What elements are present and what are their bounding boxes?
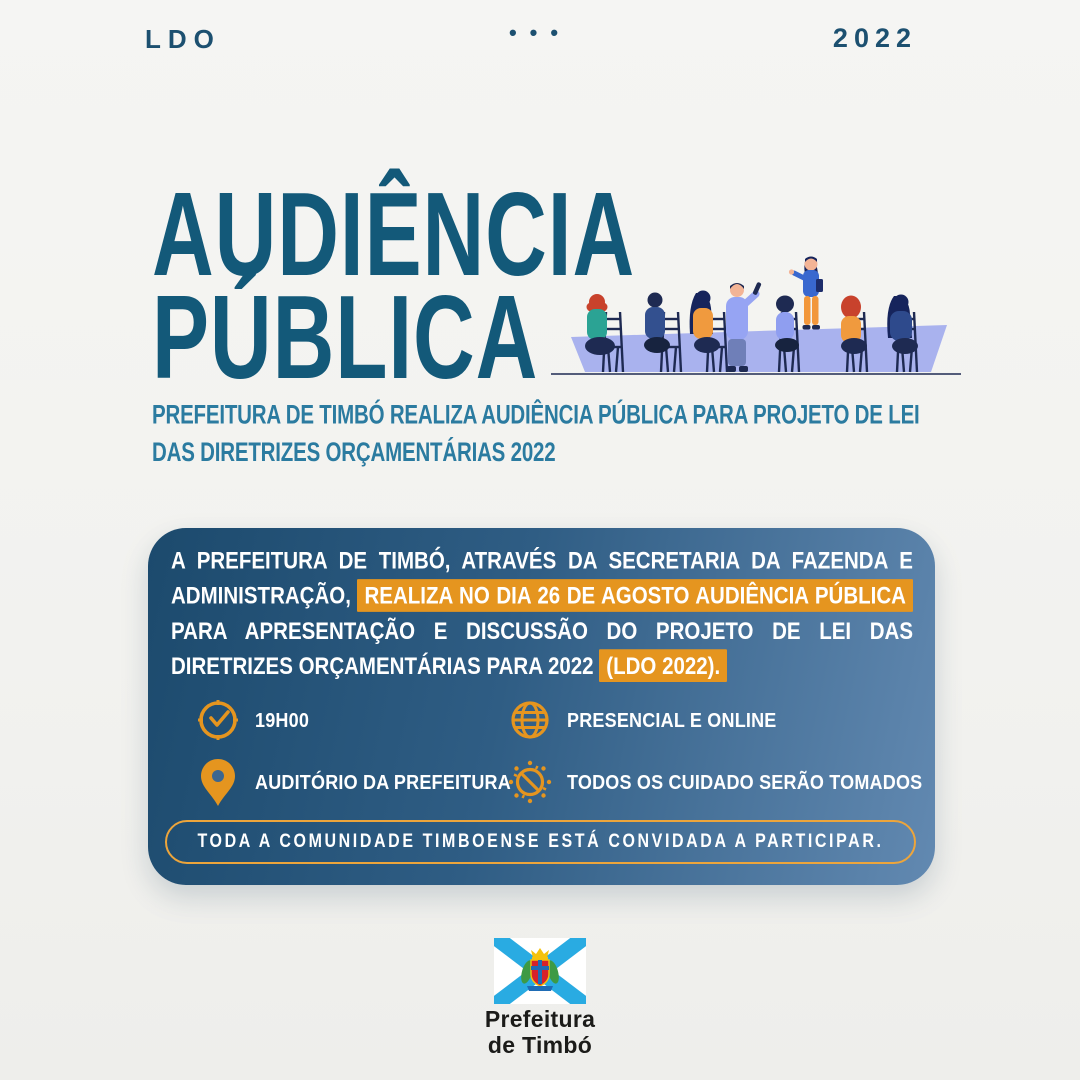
detail-format: PRESENCIAL E ONLINE	[506, 692, 922, 748]
globe-icon	[506, 695, 554, 745]
logo-title-line1: Prefeitura	[484, 1006, 596, 1032]
logo-title-line2: de Timbó	[487, 1032, 593, 1058]
invitation-banner: TODA A COMUNIDADE TIMBOENSE ESTÁ CONVIDA…	[165, 820, 916, 864]
person-bob-hair	[775, 295, 799, 352]
person-red-hair-orange	[841, 295, 867, 354]
person-navy-man	[644, 292, 670, 353]
person-orange-long-hair	[689, 290, 720, 353]
paragraph-segment-1: A PREFEITURA DE TIMBÓ, ATRAVÉS DA SECRET…	[171, 547, 913, 610]
highlight-date-event: REALIZA NO DIA 26 DE AGOSTO AUDIÊNCIA PÚ…	[357, 579, 913, 612]
audience-illustration	[551, 256, 961, 375]
detail-safety-label: TODOS OS CUIDADO SERÃO TOMADOS	[567, 769, 923, 793]
detail-time: 19H00	[194, 692, 506, 748]
header-dots: •••	[508, 20, 572, 45]
detail-place: AUDITÓRIO DA PREFEITURA	[194, 754, 511, 810]
person-presenter	[788, 256, 823, 330]
detail-format-label: PRESENCIAL E ONLINE	[567, 707, 777, 731]
detail-safety: TODOS OS CUIDADO SERÃO TOMADOS	[506, 754, 922, 810]
timbo-flag-logo	[494, 938, 586, 1004]
detail-place-label: AUDITÓRIO DA PREFEITURA	[255, 769, 511, 793]
highlight-ldo-2022: (LDO 2022).	[599, 649, 728, 683]
clock-icon	[194, 695, 242, 745]
page-title-line2: PÚBLICA	[152, 271, 539, 404]
event-details-grid: 19H00 PRESENCIAL E ONLINE	[194, 692, 922, 810]
person-red-hair-teal	[585, 294, 615, 355]
header-year-label: 2022	[832, 23, 917, 53]
no-virus-icon	[506, 757, 554, 807]
info-card: A PREFEITURA DE TIMBÓ, ATRAVÉS DA SECRET…	[148, 528, 935, 885]
coat-of-arms	[521, 948, 559, 991]
detail-time-label: 19H00	[255, 707, 310, 731]
paragraph-segment-2: PARA APRESENTAÇÃO E DISCUSSÃO DO PROJETO…	[171, 617, 913, 680]
page-title-line1: AUDIÊNCIA	[152, 168, 636, 301]
card-paragraph: A PREFEITURA DE TIMBÓ, ATRAVÉS DA SECRET…	[171, 544, 913, 684]
invitation-banner-text: TODA A COMUNIDADE TIMBOENSE ESTÁ CONVIDA…	[197, 831, 884, 852]
person-long-navy-hair	[887, 294, 918, 354]
map-pin-icon	[194, 757, 242, 807]
subtitle: PREFEITURA DE TIMBÓ REALIZA AUDIÊNCIA PÚ…	[152, 399, 920, 468]
header-ldo-label: LDO	[145, 24, 221, 54]
person-speaker-mic	[726, 282, 762, 372]
logo-title: Prefeitura de Timbó	[0, 1006, 1080, 1058]
